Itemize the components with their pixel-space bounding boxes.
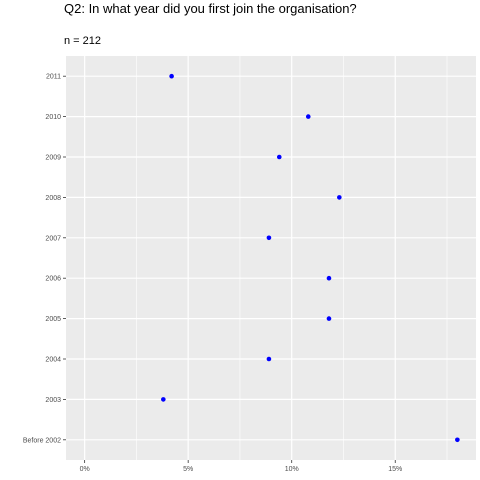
y-tick-label: 2007 <box>45 235 61 242</box>
data-point <box>337 195 342 200</box>
data-point <box>266 235 272 241</box>
data-point <box>161 397 166 402</box>
data-point <box>169 73 174 79</box>
y-tick-label: 2006 <box>45 276 61 283</box>
y-tick-label: Before 2002 <box>23 437 61 444</box>
x-tick-label: 5% <box>183 466 193 473</box>
y-tick-label: 2009 <box>45 155 61 162</box>
y-tick-label: 2008 <box>45 195 61 202</box>
y-tick-label: 2004 <box>45 357 61 364</box>
data-point <box>305 114 311 119</box>
data-point <box>326 316 332 321</box>
data-point <box>455 437 460 443</box>
y-tick-label: 2011 <box>46 74 61 81</box>
chart-subtitle: n = 212 <box>64 35 102 47</box>
x-tick-label: 15% <box>388 466 402 473</box>
data-point <box>326 275 332 281</box>
data-point <box>266 356 272 362</box>
y-tick-label: 2010 <box>45 114 61 121</box>
x-tick-label: 0% <box>80 466 90 473</box>
x-tick-label: 10% <box>285 466 299 473</box>
plot-panel <box>66 56 476 460</box>
y-tick-label: 2005 <box>45 316 61 323</box>
chart-title: Q2: In what year did you first join the … <box>64 1 357 16</box>
data-point <box>276 154 282 160</box>
y-tick-label: 2003 <box>45 397 61 404</box>
